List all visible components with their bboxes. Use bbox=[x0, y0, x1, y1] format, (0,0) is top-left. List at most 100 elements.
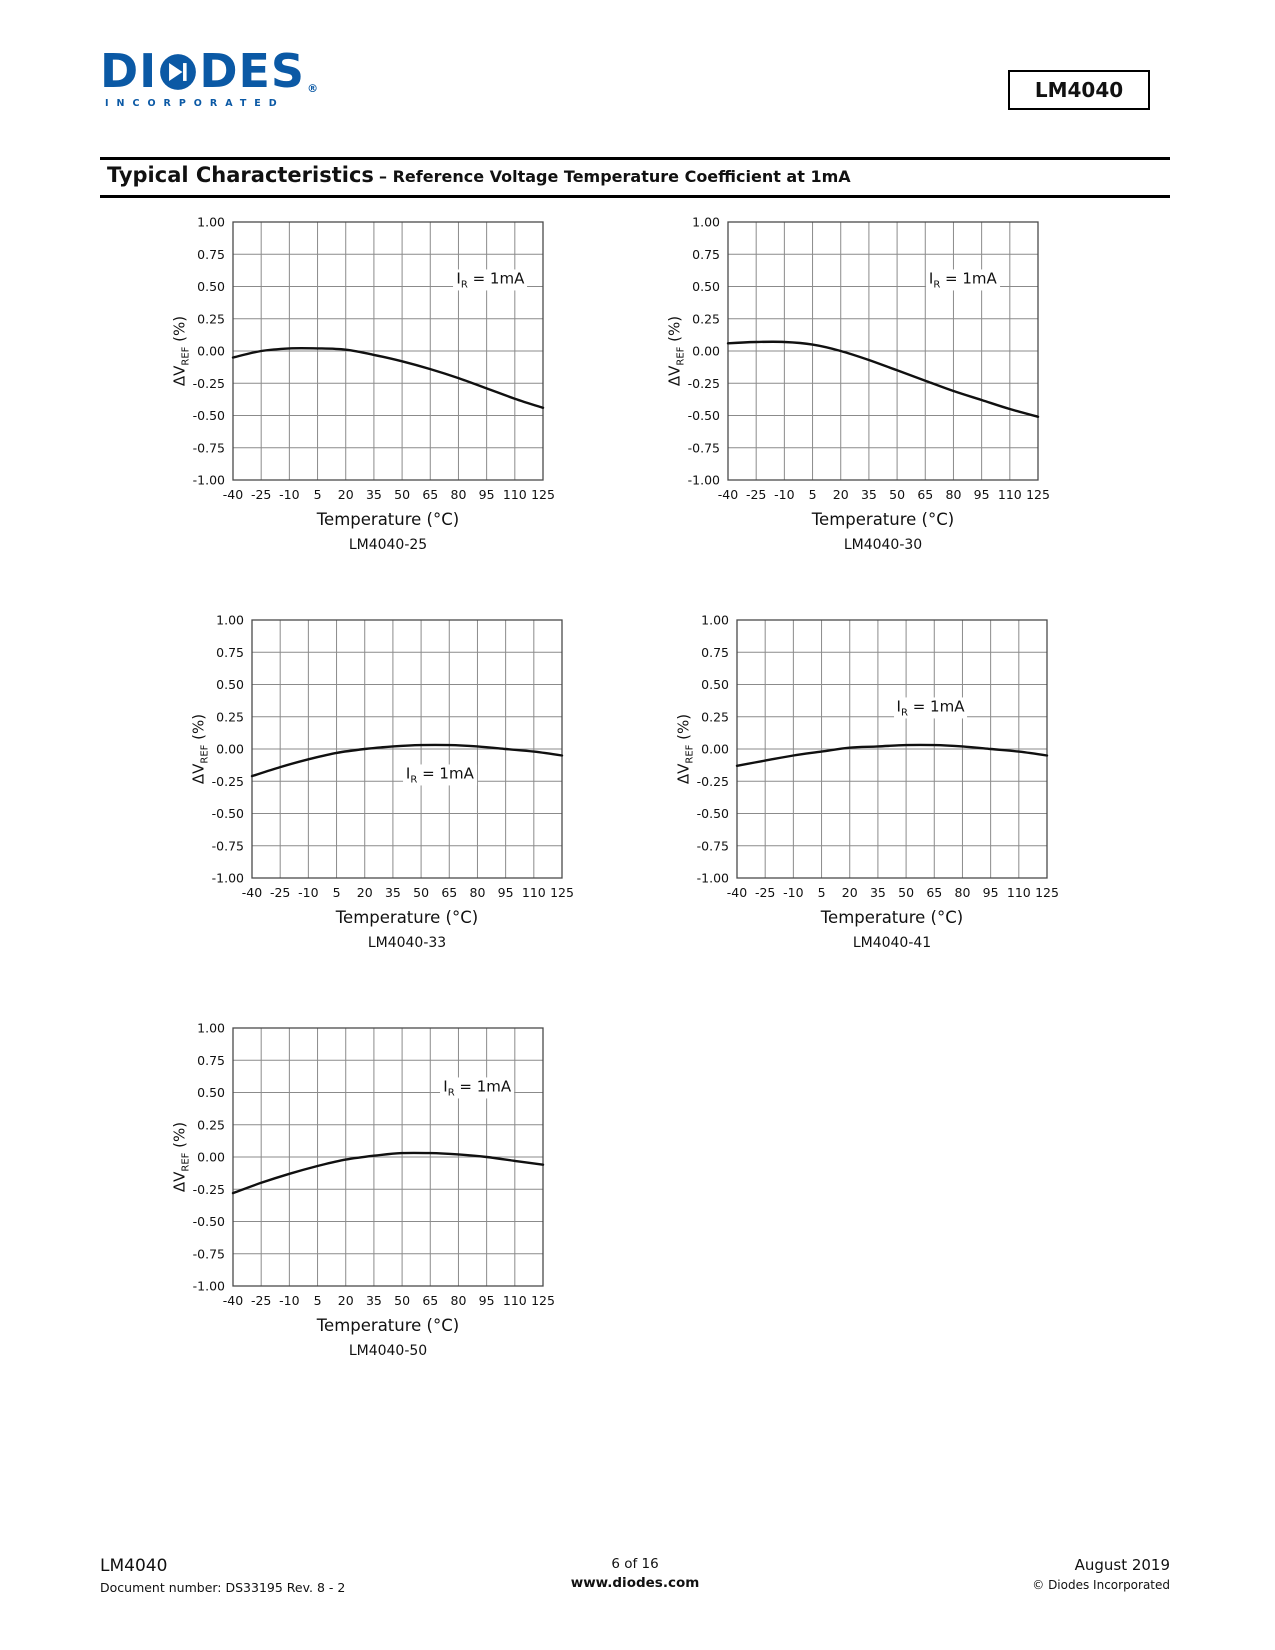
x-tick-label: -40 bbox=[223, 1293, 243, 1308]
x-tick-label: 50 bbox=[889, 487, 905, 502]
x-tick-label: 65 bbox=[422, 487, 438, 502]
logo-text-pre: DI bbox=[100, 44, 158, 98]
y-tick-label: -1.00 bbox=[697, 871, 729, 886]
x-tick-label: 95 bbox=[983, 885, 999, 900]
x-tick-label: -25 bbox=[755, 885, 775, 900]
footer-part-number: LM4040 bbox=[100, 1556, 168, 1576]
y-tick-label: 0.75 bbox=[692, 247, 720, 262]
chart-caption: LM4040-30 bbox=[843, 537, 923, 553]
y-tick-label: 1.00 bbox=[692, 215, 720, 230]
footer-doc-number: Document number: DS33195 Rev. 8 - 2 bbox=[100, 1580, 346, 1595]
x-tick-label: 50 bbox=[898, 885, 914, 900]
x-tick-label: -25 bbox=[746, 487, 766, 502]
title-rule-top bbox=[100, 157, 1170, 160]
section-title: Typical Characteristics – Reference Volt… bbox=[107, 163, 851, 187]
x-tick-label: 5 bbox=[818, 885, 826, 900]
y-tick-label: 0.50 bbox=[197, 1085, 225, 1100]
y-tick-label: 1.00 bbox=[197, 215, 225, 230]
y-tick-label: 0.25 bbox=[197, 1117, 225, 1132]
x-tick-label: 65 bbox=[926, 885, 942, 900]
x-tick-label: 95 bbox=[479, 1293, 495, 1308]
registered-mark: ® bbox=[307, 82, 320, 95]
section-title-sub: – Reference Voltage Temperature Coeffici… bbox=[379, 167, 851, 186]
x-tick-label: 80 bbox=[470, 885, 486, 900]
y-tick-label: -0.50 bbox=[697, 806, 729, 821]
x-tick-label: 20 bbox=[338, 487, 354, 502]
x-tick-label: -40 bbox=[242, 885, 262, 900]
x-tick-label: 5 bbox=[314, 1293, 322, 1308]
x-tick-label: -10 bbox=[298, 885, 318, 900]
x-tick-label: -25 bbox=[270, 885, 290, 900]
y-tick-label: 1.00 bbox=[197, 1021, 225, 1036]
y-tick-label: -0.50 bbox=[193, 1214, 225, 1229]
x-tick-label: 95 bbox=[498, 885, 514, 900]
current-annotation: IR = 1mA bbox=[440, 1077, 515, 1099]
y-axis-label: ΔVREF (%) bbox=[674, 713, 696, 785]
x-tick-label: 35 bbox=[870, 885, 886, 900]
chart-caption: LM4040-50 bbox=[348, 1343, 428, 1359]
chart-caption: LM4040-25 bbox=[348, 537, 428, 553]
x-tick-label: 20 bbox=[842, 885, 858, 900]
y-tick-label: -1.00 bbox=[212, 871, 244, 886]
y-axis-label: ΔVREF (%) bbox=[189, 713, 211, 785]
logo-wordmark: DI DES ® bbox=[100, 48, 319, 94]
x-tick-label: -25 bbox=[251, 1293, 271, 1308]
logo-text-post: DES bbox=[199, 44, 306, 98]
plot: -1.00 -0.75 -0.50 -0.25 0.00 0.25 0.50 0.75 1.00… bbox=[193, 1021, 555, 1309]
plot-frame bbox=[232, 221, 544, 481]
y-tick-label: -0.25 bbox=[688, 376, 720, 391]
part-number-box: LM4040 bbox=[1008, 70, 1150, 110]
x-tick-label: 20 bbox=[833, 487, 849, 502]
x-tick-label: 80 bbox=[451, 1293, 467, 1308]
y-tick-label: -0.75 bbox=[697, 838, 729, 853]
x-tick-label: 50 bbox=[413, 885, 429, 900]
x-tick-label: 5 bbox=[809, 487, 817, 502]
x-tick-label: 110 bbox=[998, 487, 1022, 502]
x-tick-label: -10 bbox=[279, 487, 299, 502]
footer-page-number: 6 of 16 bbox=[611, 1556, 659, 1572]
x-tick-label: 35 bbox=[861, 487, 877, 502]
chart-lm4040-41: ΔVREF (%) -1.00 -0.75 -0.50 -0.25 0.00 0.25 0.5… bbox=[642, 608, 1114, 964]
chart-lm4040-33: ΔVREF (%) -1.00 -0.75 -0.50 -0.25 0.00 0.25 0.5… bbox=[157, 608, 629, 964]
y-tick-label: 0.00 bbox=[692, 344, 720, 359]
y-tick-label: 1.00 bbox=[701, 613, 729, 628]
current-annotation: IR = 1mA bbox=[893, 697, 968, 719]
y-tick-label: -0.50 bbox=[688, 408, 720, 423]
chart-caption: LM4040-33 bbox=[367, 935, 447, 951]
plot: -1.00 -0.75 -0.50 -0.25 0.00 0.25 0.50 0.75 1.00… bbox=[697, 613, 1059, 901]
footer-center: 6 of 16 www.diodes.com bbox=[457, 1556, 814, 1591]
x-tick-label: 80 bbox=[451, 487, 467, 502]
y-tick-label: 0.00 bbox=[197, 1150, 225, 1165]
plot-frame bbox=[251, 619, 563, 879]
data-curve bbox=[250, 743, 564, 778]
y-tick-label: 0.25 bbox=[701, 709, 729, 724]
footer-website-link[interactable]: www.diodes.com bbox=[570, 1575, 700, 1591]
x-axis-label: Temperature (°C) bbox=[335, 908, 479, 927]
x-tick-label: 50 bbox=[394, 1293, 410, 1308]
y-tick-label: -0.25 bbox=[212, 774, 244, 789]
chart-caption: LM4040-41 bbox=[852, 935, 932, 951]
plot-frame bbox=[736, 619, 1048, 879]
y-tick-label: -0.25 bbox=[193, 1182, 225, 1197]
x-tick-label: 5 bbox=[333, 885, 341, 900]
y-tick-label: 0.00 bbox=[216, 742, 244, 757]
footer-copyright: © Diodes Incorporated bbox=[1032, 1578, 1171, 1592]
x-tick-label: 80 bbox=[955, 885, 971, 900]
y-axis-label: ΔVREF (%) bbox=[170, 1121, 192, 1193]
y-tick-label: 0.25 bbox=[216, 709, 244, 724]
footer-right: August 2019 © Diodes Incorporated bbox=[813, 1556, 1170, 1592]
y-tick-label: 0.75 bbox=[701, 645, 729, 660]
x-tick-label: -10 bbox=[783, 885, 803, 900]
chart-lm4040-25: ΔVREF (%) -1.00 -0.75 -0.50 -0.25 0.00 0.25 0.5… bbox=[138, 210, 610, 566]
y-tick-label: -0.75 bbox=[688, 440, 720, 455]
x-tick-label: 125 bbox=[531, 1293, 555, 1308]
data-curve bbox=[231, 346, 545, 409]
x-tick-label: 65 bbox=[917, 487, 933, 502]
y-tick-label: -0.75 bbox=[193, 1246, 225, 1261]
chart-lm4040-30: ΔVREF (%) -1.00 -0.75 -0.50 -0.25 0.00 0.25 0.5… bbox=[633, 210, 1105, 566]
x-tick-label: 125 bbox=[1026, 487, 1050, 502]
x-tick-label: 110 bbox=[503, 487, 527, 502]
chart-lm4040-50: ΔVREF (%) -1.00 -0.75 -0.50 -0.25 0.00 0.25 0.5… bbox=[138, 1016, 610, 1372]
footer-date: August 2019 bbox=[1074, 1556, 1171, 1574]
y-tick-label: 0.75 bbox=[216, 645, 244, 660]
